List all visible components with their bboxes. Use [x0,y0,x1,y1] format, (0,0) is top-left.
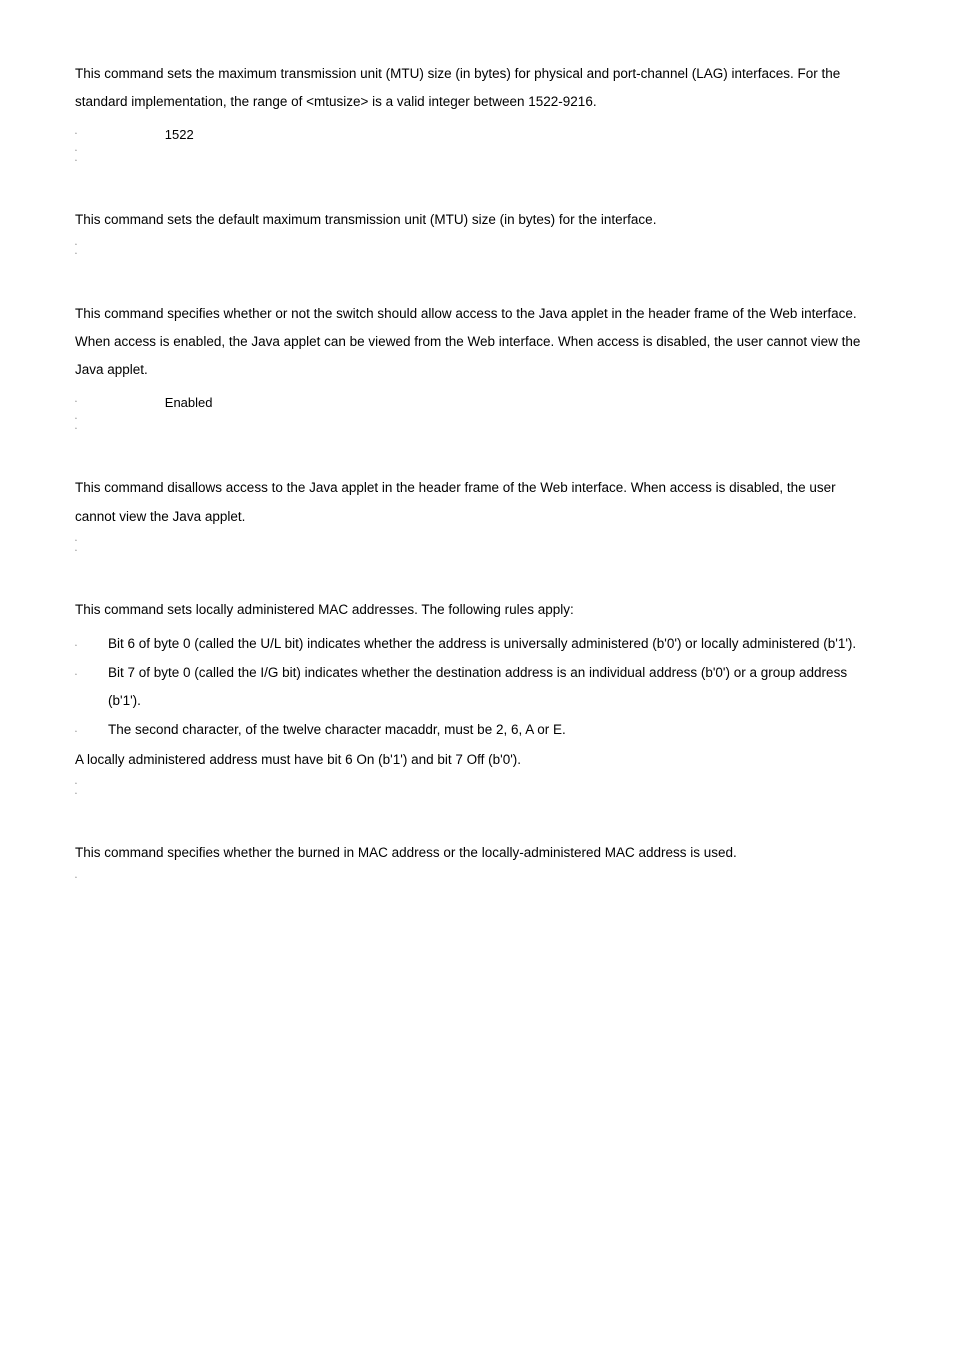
rule-text: The second character, of the twelve char… [108,716,879,744]
bullet-icon: ▫ [75,641,80,652]
spec-list: ▫ ▫ [75,537,879,556]
spec-item: ▫ [75,147,879,157]
bullet-icon: ▫ [75,398,77,408]
bullet-icon: ▫ [75,241,77,251]
spec-list: ▫ ▫ [75,241,879,260]
command-section-mac-type: This command specifies whether the burne… [75,839,879,883]
spec-item: ▫ [75,537,879,547]
command-description: This command sets the default maximum tr… [75,206,879,234]
bullet-icon: ▫ [75,547,77,557]
rule-item: ▫ The second character, of the twelve ch… [75,716,879,744]
spec-item: ▫ [75,790,879,800]
command-section-mtu: This command sets the maximum transmissi… [75,60,879,166]
bullet-icon: ▫ [75,670,80,681]
command-description: This command specifies whether the burne… [75,839,879,867]
bullet-icon: ▫ [75,537,77,547]
spec-item: ▫ [75,250,879,260]
rule-text: Bit 6 of byte 0 (called the U/L bit) ind… [108,630,879,658]
spec-item: ▫ [75,874,879,884]
command-description: This command disallows access to the Jav… [75,474,879,531]
bullet-icon: ▫ [75,425,77,435]
command-section-java-enable: This command specifies whether or not th… [75,300,879,435]
spec-item: ▫ [75,425,879,435]
bullet-icon: ▫ [75,727,80,738]
bullet-icon: ▫ [75,147,77,157]
command-section-mac-local: This command sets locally administered M… [75,596,879,799]
rule-item: ▫ Bit 7 of byte 0 (called the I/G bit) i… [75,659,879,716]
spec-list: ▫ 1522 ▫ ▫ [75,123,879,167]
rule-item: ▫ Bit 6 of byte 0 (called the U/L bit) i… [75,630,879,658]
spec-item: ▫ [75,157,879,167]
spec-item: ▫ [75,241,879,251]
bullet-icon: ▫ [75,780,77,790]
spec-item: ▫ [75,780,879,790]
bullet-icon: ▫ [75,415,77,425]
bullet-icon: ▫ [75,157,77,167]
spec-list: ▫ Enabled ▫ ▫ [75,391,879,435]
command-description: This command sets the maximum transmissi… [75,60,879,117]
rules-list: ▫ Bit 6 of byte 0 (called the U/L bit) i… [75,630,879,743]
bullet-icon: ▫ [75,790,77,800]
command-description: This command sets locally administered M… [75,596,879,624]
command-section-mtu-default: This command sets the default maximum tr… [75,206,879,259]
rule-text: Bit 7 of byte 0 (called the I/G bit) ind… [108,659,879,716]
command-section-java-disable: This command disallows access to the Jav… [75,474,879,556]
spec-list: ▫ ▫ [75,780,879,799]
command-footer: A locally administered address must have… [75,746,879,774]
spec-value: Enabled [165,391,213,416]
spec-item: ▫ [75,547,879,557]
bullet-icon: ▫ [75,874,77,884]
bullet-icon: ▫ [75,130,77,140]
document-page: This command sets the maximum transmissi… [0,0,954,983]
spec-item: ▫ [75,415,879,425]
bullet-icon: ▫ [75,250,77,260]
spec-item-default: ▫ 1522 [75,123,879,148]
command-description: This command specifies whether or not th… [75,300,879,385]
spec-list: ▫ [75,874,879,884]
spec-item-default: ▫ Enabled [75,391,879,416]
spec-value: 1522 [165,123,194,148]
